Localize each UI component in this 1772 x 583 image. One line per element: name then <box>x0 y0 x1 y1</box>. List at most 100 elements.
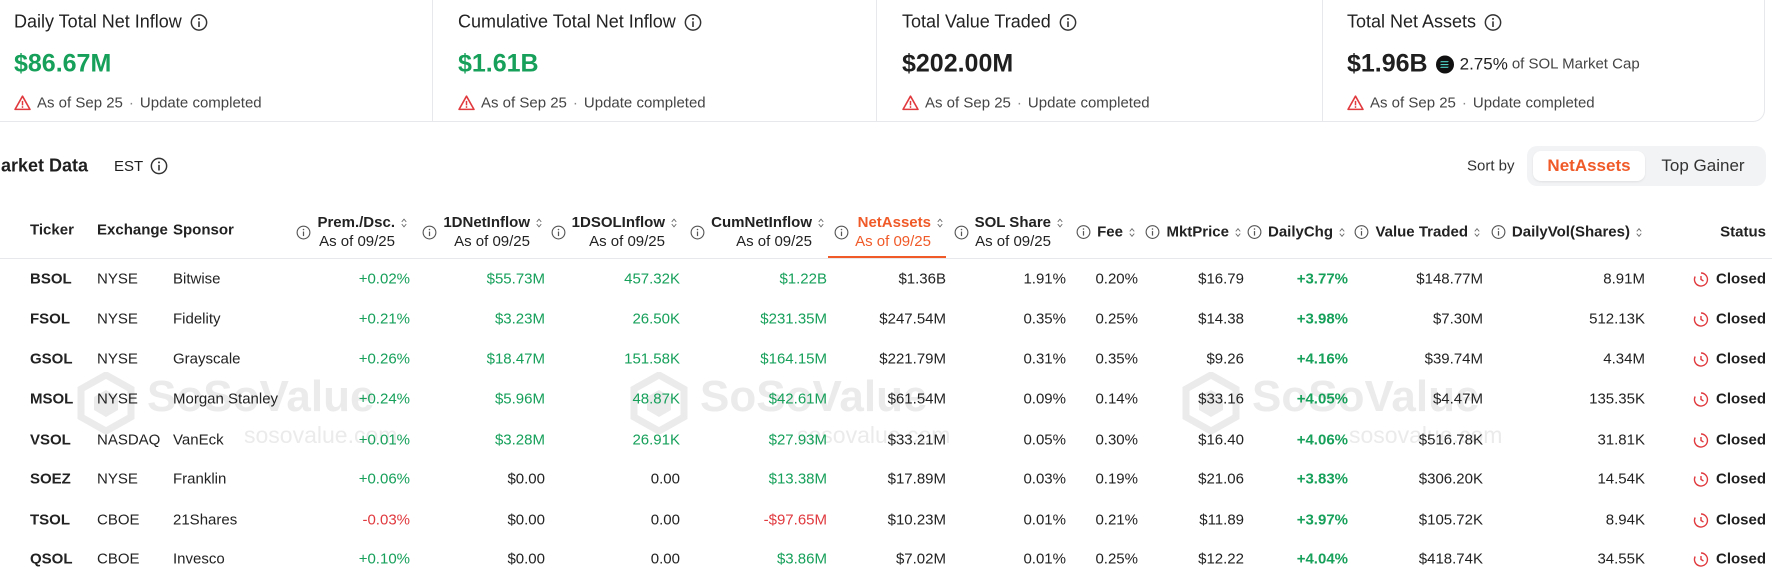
separator-dot: · <box>1461 94 1467 112</box>
card-value: $1.61B <box>458 49 539 78</box>
warning-icon <box>902 95 919 111</box>
table-cell: 0.09% <box>1023 390 1066 408</box>
table-cell: $7.02M <box>895 550 946 568</box>
table-cell: 26.50K <box>632 310 680 328</box>
info-icon <box>551 225 566 239</box>
column-header[interactable]: NetAssets As of 09/25 <box>834 213 946 251</box>
card-divider <box>432 0 433 122</box>
update-status: Update completed <box>1027 94 1150 112</box>
table-cell: $16.79 <box>1198 270 1244 288</box>
column-header[interactable]: Prem./Dsc. As of 09/25 <box>296 213 410 251</box>
column-header[interactable]: DailyVol(Shares) <box>1491 223 1645 242</box>
column-header-text: 1DSOLInflow As of 09/25 <box>572 213 680 251</box>
card-value-row: $86.67M <box>14 50 111 79</box>
column-header[interactable]: DailyChg <box>1247 223 1348 242</box>
sort-tab[interactable]: NetAssets <box>1533 151 1645 181</box>
column-header[interactable]: 1DSOLInflow As of 09/25 <box>551 213 680 251</box>
status-text: Closed <box>1715 390 1766 408</box>
watermark-site: sosovalue.com <box>797 422 951 448</box>
table-cell: CBOE <box>97 550 140 568</box>
column-label: SOL Share <box>975 213 1066 232</box>
sort-icon <box>937 218 943 227</box>
table-cell: 0.25% <box>1095 550 1138 568</box>
table-header-border <box>0 258 1772 259</box>
table-cell: 31.81K <box>1597 431 1645 449</box>
column-header[interactable]: MktPrice <box>1145 223 1244 242</box>
info-icon <box>1484 13 1502 31</box>
table-cell: $3.86M <box>776 550 827 568</box>
sort-label: Sort by <box>1467 157 1515 175</box>
table-cell: NYSE <box>97 310 138 328</box>
table-cell: NYSE <box>97 270 138 288</box>
column-label: NetAssets <box>858 213 946 232</box>
table-cell: +0.10% <box>358 550 410 568</box>
column-header[interactable]: CumNetInflow As of 09/25 <box>690 213 827 251</box>
as-of-date: As of Sep 25 <box>1370 94 1456 112</box>
timezone: EST <box>114 157 144 175</box>
table-cell: $11.89 <box>1199 511 1244 529</box>
sort-icon <box>536 218 542 227</box>
table-cell: $3.23M <box>494 310 545 328</box>
info-icon <box>1146 225 1160 239</box>
closed-icon <box>1693 311 1709 327</box>
separator-dot: · <box>128 94 134 112</box>
market-cap-share: 2.75% <box>1459 54 1508 73</box>
column-label-text: DailyVol(Shares) <box>1511 223 1630 241</box>
table-cell: 0.01% <box>1023 511 1066 529</box>
card-status-row: As of Sep 25 · Update completed <box>1347 95 1595 112</box>
table-cell: $14.38 <box>1198 310 1244 328</box>
column-header-text: CumNetInflow As of 09/25 <box>711 213 827 251</box>
watermark-site: sosovalue.com <box>244 422 398 448</box>
info-icon <box>1076 225 1091 239</box>
watermark-logo <box>630 372 688 434</box>
table-cell: -0.03% <box>362 511 410 529</box>
card-value: $202.00M <box>902 49 1014 78</box>
table-cell: $17.89M <box>887 470 946 488</box>
column-label-text: Value Traded <box>1375 223 1468 241</box>
column-label: DailyVol(Shares) <box>1512 223 1645 242</box>
card-title: Daily Total Net Inflow <box>14 11 182 32</box>
table-cell: $306.20K <box>1418 470 1483 488</box>
status-cell: Closed <box>1693 432 1766 449</box>
sort-icon <box>401 218 407 227</box>
column-header-text: Value Traded <box>1375 223 1483 242</box>
table-cell: NASDAQ <box>97 431 161 449</box>
sort-tab[interactable]: Top Gainer <box>1661 156 1745 175</box>
column-header[interactable]: SOL Share As of 09/25 <box>954 213 1066 251</box>
column-header-text: DailyChg <box>1268 223 1348 242</box>
table-cell: 512.13K <box>1589 310 1645 328</box>
table-cell: BSOL <box>30 270 72 288</box>
table-cell: $61.54M <box>887 390 946 408</box>
status-cell: Closed <box>1693 471 1766 488</box>
table-cell: Morgan Stanley <box>173 390 279 408</box>
table-cell: -$97.65M <box>763 511 827 529</box>
table-cell: +3.77% <box>1296 270 1348 288</box>
timezone-row: EST <box>114 157 168 175</box>
table-cell: Grayscale <box>173 350 241 368</box>
table-cell: 151.58K <box>624 350 680 368</box>
sort-icon <box>1129 227 1135 237</box>
column-header[interactable]: 1DNetInflow As of 09/25 <box>422 213 545 251</box>
column-label-text: Fee <box>1097 223 1123 241</box>
closed-icon <box>1693 351 1709 367</box>
card-status-row: As of Sep 25 · Update completed <box>902 95 1150 112</box>
column-label: CumNetInflow <box>711 213 827 232</box>
closed-icon <box>1693 551 1709 567</box>
column-label-text: SOL Share <box>974 214 1051 231</box>
column-header-text: 1DNetInflow As of 09/25 <box>443 213 545 251</box>
table-cell: $55.73M <box>486 270 545 288</box>
active-column-underline <box>828 256 946 258</box>
card-value: $86.67M <box>14 49 112 78</box>
table-cell: $221.79M <box>879 350 946 368</box>
table-cell: $42.61M <box>768 390 827 408</box>
table-cell: $3.28M <box>494 431 545 449</box>
info-icon <box>1059 13 1077 31</box>
column-header[interactable]: Fee <box>1076 223 1138 242</box>
watermark-brand: SoSoValue <box>147 372 375 421</box>
column-header[interactable]: Value Traded <box>1354 223 1483 242</box>
column-label-text: NetAssets <box>857 214 931 231</box>
table-cell: $27.93M <box>768 431 827 449</box>
column-label: Status <box>1720 223 1766 242</box>
watermark-brand: SoSoValue <box>700 372 928 421</box>
table-cell: $0.00 <box>507 550 545 568</box>
